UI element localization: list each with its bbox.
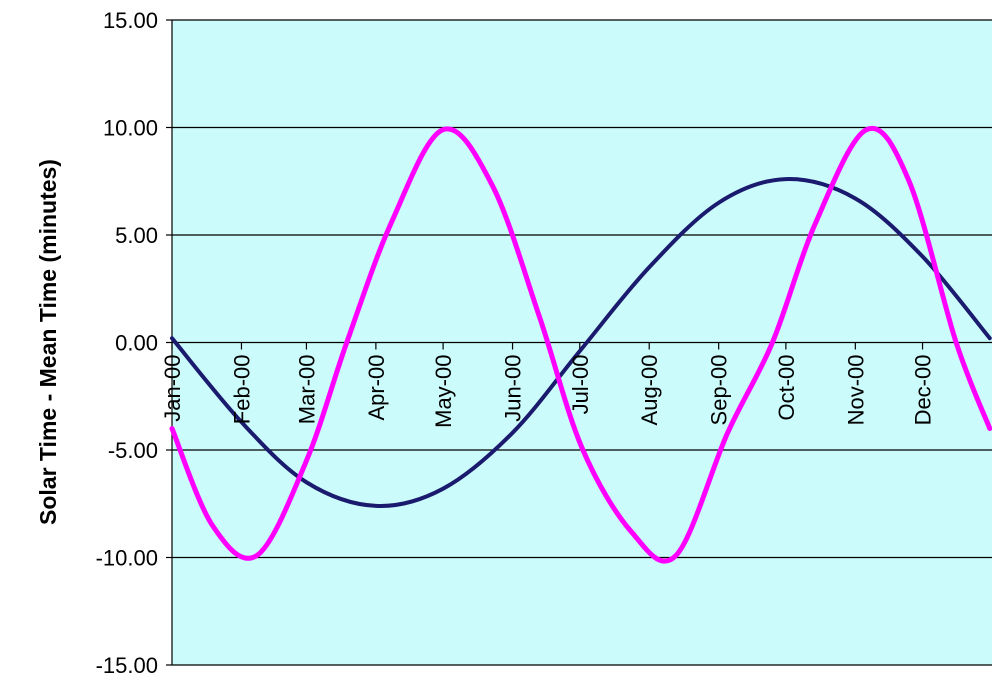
y-tick-label: 10.00 — [103, 116, 158, 141]
y-tick-label: 0.00 — [115, 331, 158, 356]
y-tick-label: 5.00 — [115, 223, 158, 248]
series-line-2 — [169, 125, 992, 564]
x-tick-label: Apr-00 — [364, 355, 389, 421]
y-axis-title: Solar Time - Mean Time (minutes) — [35, 159, 61, 525]
x-tick-label: Aug-00 — [637, 355, 662, 426]
y-tick-label: -10.00 — [96, 546, 158, 571]
series-line-1 — [170, 177, 992, 508]
x-tick-label: Jan-00 — [160, 355, 185, 422]
x-tick-label: Dec-00 — [911, 355, 936, 426]
x-tick-label: Oct-00 — [774, 355, 799, 421]
y-tick-label: -5.00 — [108, 438, 158, 463]
x-tick-label: Sep-00 — [707, 355, 732, 426]
gridlines — [172, 19, 992, 559]
x-tick-labels: Jan-00 Feb-00 Mar-00 Apr-00 May-00 Jun-00 Jul-… — [160, 355, 936, 428]
y-tick-labels: 15.00 10.00 5.00 0.00 -5.00 -10.00 -15.00 — [96, 8, 158, 678]
series-layer — [169, 125, 992, 564]
x-tick-label: Nov-00 — [843, 355, 868, 426]
y-tick-label: 15.00 — [103, 8, 158, 33]
x-tick-label: Feb-00 — [229, 355, 254, 425]
x-tick-label: Jul-00 — [568, 355, 593, 415]
x-tick-label: Jun-00 — [501, 355, 526, 422]
x-tick-label: May-00 — [431, 355, 456, 428]
x-tick-label: Mar-00 — [294, 355, 319, 425]
y-tick-label: -15.00 — [96, 653, 158, 678]
axes — [166, 19, 992, 666]
